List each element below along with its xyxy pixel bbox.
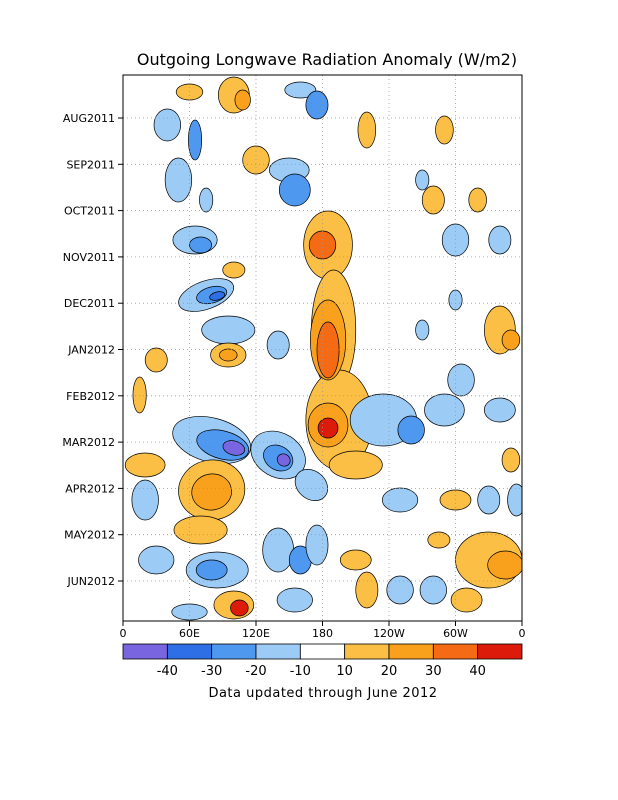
colorbar-label: -20	[245, 664, 266, 679]
y-tick-label: MAR2012	[62, 436, 115, 449]
y-tick-label: SEP2011	[66, 158, 115, 171]
x-tick-label: 0	[120, 627, 127, 640]
anomaly-contour	[164, 157, 193, 203]
anomaly-contour	[357, 111, 377, 149]
colorbar-swatch	[166, 643, 213, 660]
chart-title: Outgoing Longwave Radiation Anomaly (W/m…	[137, 50, 517, 69]
anomaly-contour	[209, 291, 226, 301]
anomaly-field	[124, 76, 522, 621]
anomaly-contour	[415, 319, 430, 341]
anomaly-contour	[278, 173, 311, 207]
x-tick-label: 120W	[373, 627, 405, 640]
anomaly-contour	[199, 187, 214, 213]
colorbar-label: 40	[469, 664, 486, 679]
colorbar-swatch	[344, 643, 390, 660]
anomaly-contour	[447, 363, 475, 397]
anomaly-contour	[195, 559, 228, 581]
anomaly-contour	[501, 329, 521, 351]
x-tick-label: 120E	[242, 627, 270, 640]
anomaly-contour	[424, 393, 465, 427]
anomaly-contour	[419, 575, 447, 605]
anomaly-contour	[276, 453, 291, 467]
anomaly-contour	[488, 225, 512, 255]
x-axis: 0 60E 120E 180 120W 60W 0	[120, 621, 526, 640]
colorbar-swatch	[211, 643, 257, 660]
anomaly-contour	[131, 479, 159, 521]
anomaly-contour	[294, 468, 329, 502]
colorbar-label: -40	[157, 664, 178, 679]
anomaly-contour	[355, 571, 379, 609]
anomaly-contour	[328, 450, 383, 480]
anomaly-contour	[386, 575, 414, 605]
anomaly-contour	[477, 485, 501, 515]
anomaly-contour	[468, 187, 487, 213]
anomaly-contour	[305, 90, 329, 120]
anomaly-contour	[317, 417, 339, 439]
anomaly-contour	[415, 169, 430, 191]
x-tick-label: 60E	[179, 627, 200, 640]
anomaly-contour	[266, 330, 290, 360]
footnote: Data updated through June 2012	[208, 686, 437, 701]
anomaly-contour	[189, 236, 213, 254]
y-tick-label: NOV2011	[63, 251, 115, 264]
anomaly-contour	[421, 185, 445, 215]
anomaly-contour	[487, 550, 522, 580]
y-axis: AUG2011 SEP2011 OCT2011 NOV2011 DEC2011 JAN20…	[62, 112, 123, 588]
colorbar-swatch	[299, 643, 346, 660]
colorbar-swatch	[388, 643, 434, 660]
anomaly-contour	[144, 347, 168, 373]
anomaly-contour	[132, 376, 147, 414]
anomaly-contour	[222, 261, 246, 279]
y-tick-label: JUN2012	[66, 575, 115, 588]
colorbar-swatch	[255, 643, 301, 660]
colorbar: -40 -30 -20 -10 10 20 30 40	[122, 643, 523, 679]
anomaly-contour	[276, 587, 313, 613]
x-tick-label: 60W	[443, 627, 468, 640]
colorbar-label: 10	[336, 664, 353, 679]
y-tick-label: JAN2012	[67, 344, 115, 357]
anomaly-contour	[230, 599, 249, 617]
plot-area	[122, 74, 523, 622]
anomaly-contour	[501, 447, 521, 473]
colorbar-label: -30	[201, 664, 222, 679]
colorbar-label: 20	[381, 664, 398, 679]
anomaly-contour	[427, 531, 451, 549]
anomaly-contour	[305, 524, 329, 566]
y-tick-label: AUG2011	[63, 112, 115, 125]
y-tick-label: APR2012	[65, 482, 115, 495]
anomaly-contour	[124, 452, 166, 478]
grid-lines	[123, 75, 522, 621]
anomaly-contour	[397, 415, 425, 445]
colorbar-swatch	[122, 643, 168, 660]
anomaly-contour	[435, 115, 454, 145]
anomaly-contour	[138, 545, 175, 575]
anomaly-contour	[234, 89, 251, 111]
anomaly-contour	[284, 81, 317, 99]
anomaly-contour	[382, 487, 419, 513]
anomaly-contour	[507, 483, 522, 517]
anomaly-contour	[339, 549, 372, 571]
anomaly-contour	[153, 108, 181, 142]
y-tick-label: OCT2011	[64, 205, 115, 218]
x-tick-label: 180	[312, 627, 333, 640]
colorbar-label: 30	[425, 664, 442, 679]
anomaly-contour	[201, 315, 256, 345]
anomaly-contour	[316, 321, 340, 379]
anomaly-contour	[483, 397, 516, 423]
colorbar-label: -10	[290, 664, 311, 679]
x-tick-label: 0	[519, 627, 526, 640]
anomaly-contour	[188, 119, 203, 161]
colorbar-swatch	[477, 643, 523, 660]
anomaly-contour	[450, 587, 483, 613]
anomaly-contour	[173, 515, 228, 545]
y-tick-label: DEC2011	[64, 297, 115, 310]
anomaly-contour	[222, 440, 246, 456]
colorbar-swatch	[432, 643, 479, 660]
y-tick-label: MAY2012	[64, 529, 115, 542]
anomaly-contour	[219, 348, 238, 362]
y-tick-label: FEB2012	[66, 390, 115, 403]
